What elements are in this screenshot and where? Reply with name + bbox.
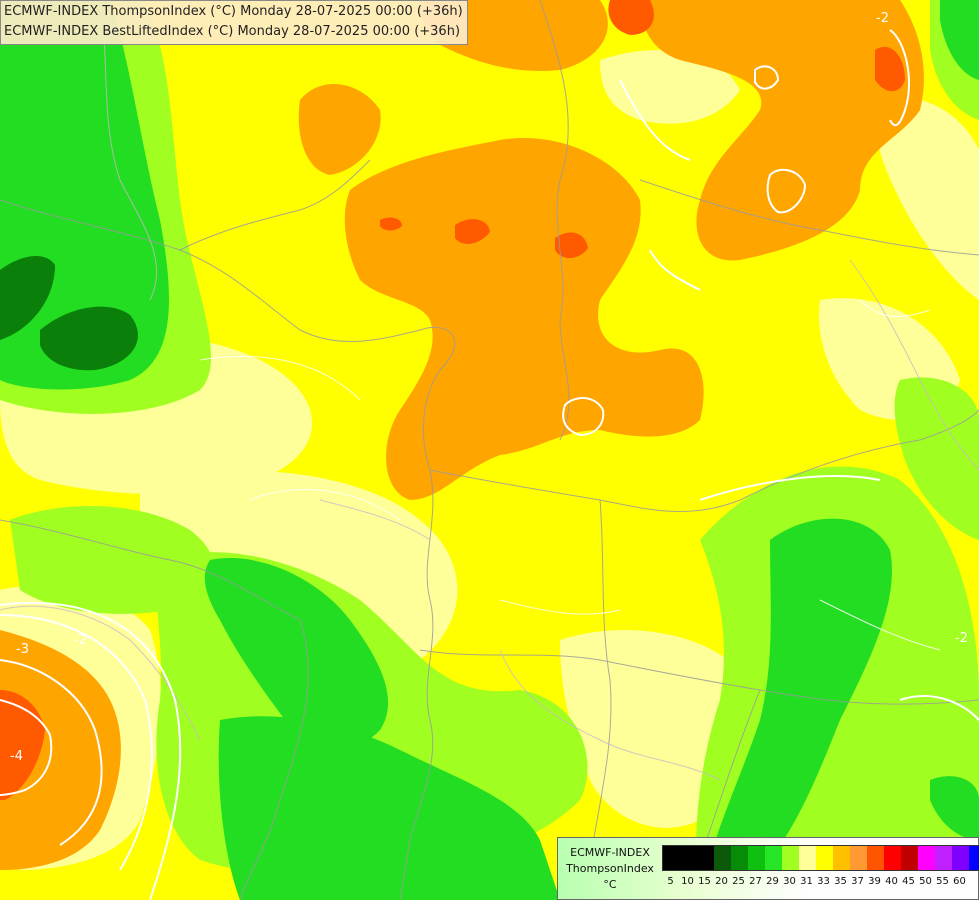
legend-swatch (765, 846, 782, 870)
legend-tick-label: 40 (885, 876, 898, 887)
legend-swatch (680, 846, 697, 870)
legend-tick-label: 37 (851, 876, 864, 887)
legend-tick-label: 31 (800, 876, 813, 887)
legend-tick-label: 39 (868, 876, 881, 887)
legend-swatch (731, 846, 748, 870)
legend-swatch (901, 846, 918, 870)
legend-swatch (833, 846, 850, 870)
contour-lines-thin (199, 299, 941, 651)
contour-label: -2 (74, 633, 87, 648)
legend-swatch (782, 846, 799, 870)
legend-swatch (935, 846, 952, 870)
legend-swatch (697, 846, 714, 870)
legend-tick-label: 60 (953, 876, 966, 887)
contour-lines (0, 29, 979, 900)
legend-swatch (714, 846, 731, 870)
legend-tick-label: 10 (681, 876, 694, 887)
legend-model: ECMWF-INDEX (570, 846, 650, 859)
legend-swatch (799, 846, 816, 870)
legend-swatch (663, 846, 680, 870)
legend-tick-label: 29 (766, 876, 779, 887)
legend-tick-label: 15 (698, 876, 711, 887)
legend-unit: °C (603, 878, 617, 891)
legend-swatch (748, 846, 765, 870)
dark-green-regions (0, 255, 138, 371)
region-boundaries (0, 0, 979, 781)
legend-tick-label: 27 (749, 876, 762, 887)
contour-label: -2 (955, 631, 968, 646)
legend-swatch (884, 846, 901, 870)
contour-labels: -2 -3 -4 -2 -2 (10, 11, 968, 764)
title-line-thompson: ECMWF-INDEX ThompsonIndex (°C) Monday 28… (4, 4, 463, 19)
map-title-box: ECMWF-INDEX ThompsonIndex (°C) Monday 28… (0, 0, 468, 45)
legend-tick-label: 55 (936, 876, 949, 887)
legend-swatch (918, 846, 935, 870)
legend-tick-label: 5 (667, 876, 674, 887)
legend-tick-label: 33 (817, 876, 830, 887)
color-legend: ECMWF-INDEX ThompsonIndex °C 5 10 15 20 25 27… (557, 837, 979, 900)
legend-swatches (662, 845, 979, 871)
contour-label: -3 (16, 642, 29, 657)
red-orange-regions (0, 0, 905, 800)
title-line-bestlifted: ECMWF-INDEX BestLiftedIndex (°C) Monday … (4, 24, 461, 39)
legend-tick-label: 50 (919, 876, 932, 887)
legend-swatch (816, 846, 833, 870)
contour-label: -4 (10, 749, 23, 764)
legend-ticks: 5 10 15 20 25 27 29 30 31 33 35 37 39 40 45 50 55 60 (662, 876, 968, 887)
legend-swatch (867, 846, 884, 870)
legend-tick-label: 45 (902, 876, 915, 887)
legend-swatch (952, 846, 969, 870)
legend-tick-label: 20 (715, 876, 728, 887)
legend-tick-label: 30 (783, 876, 796, 887)
contour-label: -2 (876, 11, 889, 26)
orange-regions (0, 0, 924, 870)
legend-tick-label: 25 (732, 876, 745, 887)
legend-swatch (969, 846, 979, 870)
legend-tick-label: 35 (834, 876, 847, 887)
legend-swatch (850, 846, 867, 870)
legend-param: ThompsonIndex (566, 862, 654, 875)
